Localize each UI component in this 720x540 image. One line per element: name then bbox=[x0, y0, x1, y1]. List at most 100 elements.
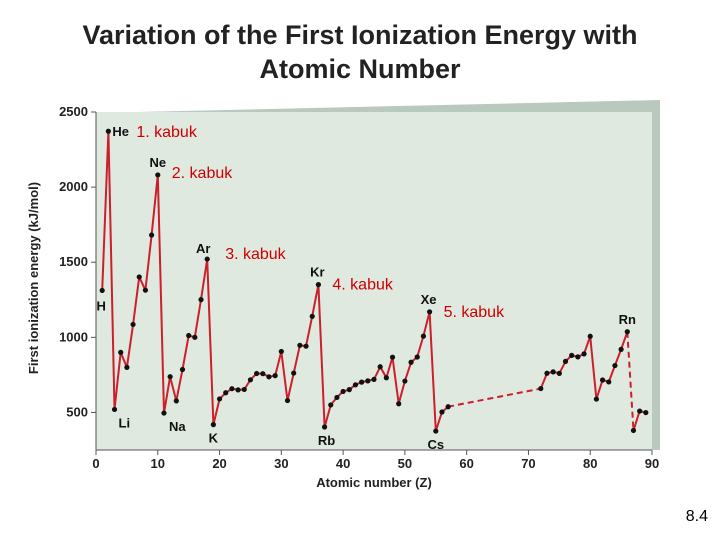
data-point bbox=[427, 309, 433, 315]
data-point bbox=[186, 332, 192, 339]
element-label: Ar bbox=[196, 241, 210, 256]
data-point bbox=[291, 370, 297, 376]
data-point bbox=[278, 348, 284, 355]
x-axis-label: Atomic number (Z) bbox=[316, 475, 432, 490]
x-tick-label: 30 bbox=[274, 456, 288, 471]
shell-annotation: 3. kabuk bbox=[225, 246, 286, 263]
data-point bbox=[111, 406, 118, 413]
data-point bbox=[179, 366, 186, 373]
data-point bbox=[155, 172, 161, 178]
data-point bbox=[192, 334, 198, 340]
data-point bbox=[643, 409, 649, 416]
slide-number: 8.4 bbox=[685, 508, 708, 525]
data-point bbox=[618, 346, 624, 352]
data-point bbox=[149, 232, 155, 238]
x-tick-label: 70 bbox=[521, 456, 535, 471]
x-tick-label: 80 bbox=[583, 456, 597, 471]
data-point bbox=[538, 385, 544, 392]
data-point bbox=[606, 379, 612, 385]
data-point bbox=[99, 287, 105, 294]
shell-annotation: 5. kabuk bbox=[444, 304, 505, 321]
data-point bbox=[396, 401, 402, 407]
data-point bbox=[315, 282, 321, 288]
data-point bbox=[346, 387, 352, 393]
data-point bbox=[321, 424, 328, 430]
data-point bbox=[414, 354, 420, 360]
data-point bbox=[624, 329, 630, 335]
data-points bbox=[99, 128, 649, 434]
element-label: Ne bbox=[149, 155, 166, 170]
y-tick-label: 1500 bbox=[59, 254, 88, 269]
x-tick-label: 90 bbox=[645, 456, 659, 471]
data-point bbox=[359, 379, 365, 385]
data-point bbox=[223, 390, 229, 396]
x-tick-label: 20 bbox=[212, 456, 226, 471]
data-point bbox=[420, 333, 427, 339]
data-point bbox=[377, 364, 383, 370]
data-point bbox=[544, 370, 550, 376]
data-point bbox=[297, 342, 303, 348]
data-point bbox=[334, 394, 340, 401]
data-point bbox=[575, 354, 581, 360]
data-point bbox=[142, 287, 149, 293]
data-point bbox=[198, 297, 204, 303]
data-point bbox=[118, 349, 124, 355]
plot-area bbox=[96, 112, 652, 450]
data-point bbox=[593, 396, 600, 402]
data-point bbox=[204, 256, 210, 262]
data-point bbox=[637, 408, 643, 414]
y-tick-label: 1000 bbox=[59, 329, 88, 344]
data-point bbox=[587, 333, 593, 339]
series-line bbox=[447, 387, 541, 408]
x-tick-label: 50 bbox=[398, 456, 412, 471]
data-point bbox=[284, 397, 291, 404]
data-point bbox=[124, 364, 130, 370]
data-point bbox=[408, 359, 414, 365]
data-point bbox=[216, 396, 223, 402]
data-point bbox=[612, 362, 618, 369]
data-point bbox=[630, 427, 637, 434]
data-point bbox=[266, 374, 272, 380]
y-tick-label: 500 bbox=[66, 404, 88, 419]
data-point bbox=[235, 387, 241, 393]
data-point bbox=[383, 375, 389, 381]
data-point bbox=[599, 377, 606, 383]
data-point bbox=[389, 354, 396, 360]
data-point bbox=[439, 409, 445, 415]
element-label: Li bbox=[119, 415, 131, 430]
element-label: K bbox=[209, 431, 219, 446]
data-point bbox=[402, 378, 408, 384]
data-point bbox=[254, 370, 260, 377]
data-point bbox=[173, 398, 179, 404]
y-axis-ticks: 500 1000 1500 2000 2500 bbox=[59, 104, 96, 419]
data-point bbox=[247, 377, 254, 383]
element-label: Rb bbox=[318, 433, 335, 448]
data-point bbox=[210, 422, 216, 428]
element-label: Rn bbox=[619, 312, 636, 327]
y-axis-label: First ionization energy (kJ/mol) bbox=[26, 182, 41, 374]
data-point bbox=[136, 274, 142, 280]
element-label: Kr bbox=[310, 265, 324, 280]
series-line bbox=[626, 331, 635, 431]
data-point bbox=[556, 370, 562, 376]
shell-annotation: 2. kabuk bbox=[172, 165, 233, 182]
data-point bbox=[272, 373, 278, 379]
data-point bbox=[161, 410, 167, 416]
data-point bbox=[562, 358, 569, 364]
data-point bbox=[445, 404, 451, 410]
element-label: H bbox=[96, 298, 105, 313]
chart-title-line-1: Variation of the First Ionization Energy… bbox=[82, 20, 638, 50]
chart-title-line-2: Atomic Number bbox=[259, 54, 461, 84]
shell-annotation: 4. kabuk bbox=[332, 277, 393, 294]
data-point bbox=[130, 321, 136, 328]
shell-annotations: 1. kabuk 2. kabuk 3. kabuk 4. kabuk 5. kabuk bbox=[136, 124, 505, 321]
x-tick-label: 0 bbox=[92, 456, 99, 471]
data-point bbox=[433, 428, 439, 434]
element-label: Na bbox=[169, 419, 186, 434]
data-point bbox=[303, 343, 309, 349]
data-point bbox=[309, 313, 315, 319]
data-point bbox=[581, 351, 587, 357]
x-tick-label: 40 bbox=[336, 456, 350, 471]
y-tick-label: 2500 bbox=[59, 104, 88, 119]
